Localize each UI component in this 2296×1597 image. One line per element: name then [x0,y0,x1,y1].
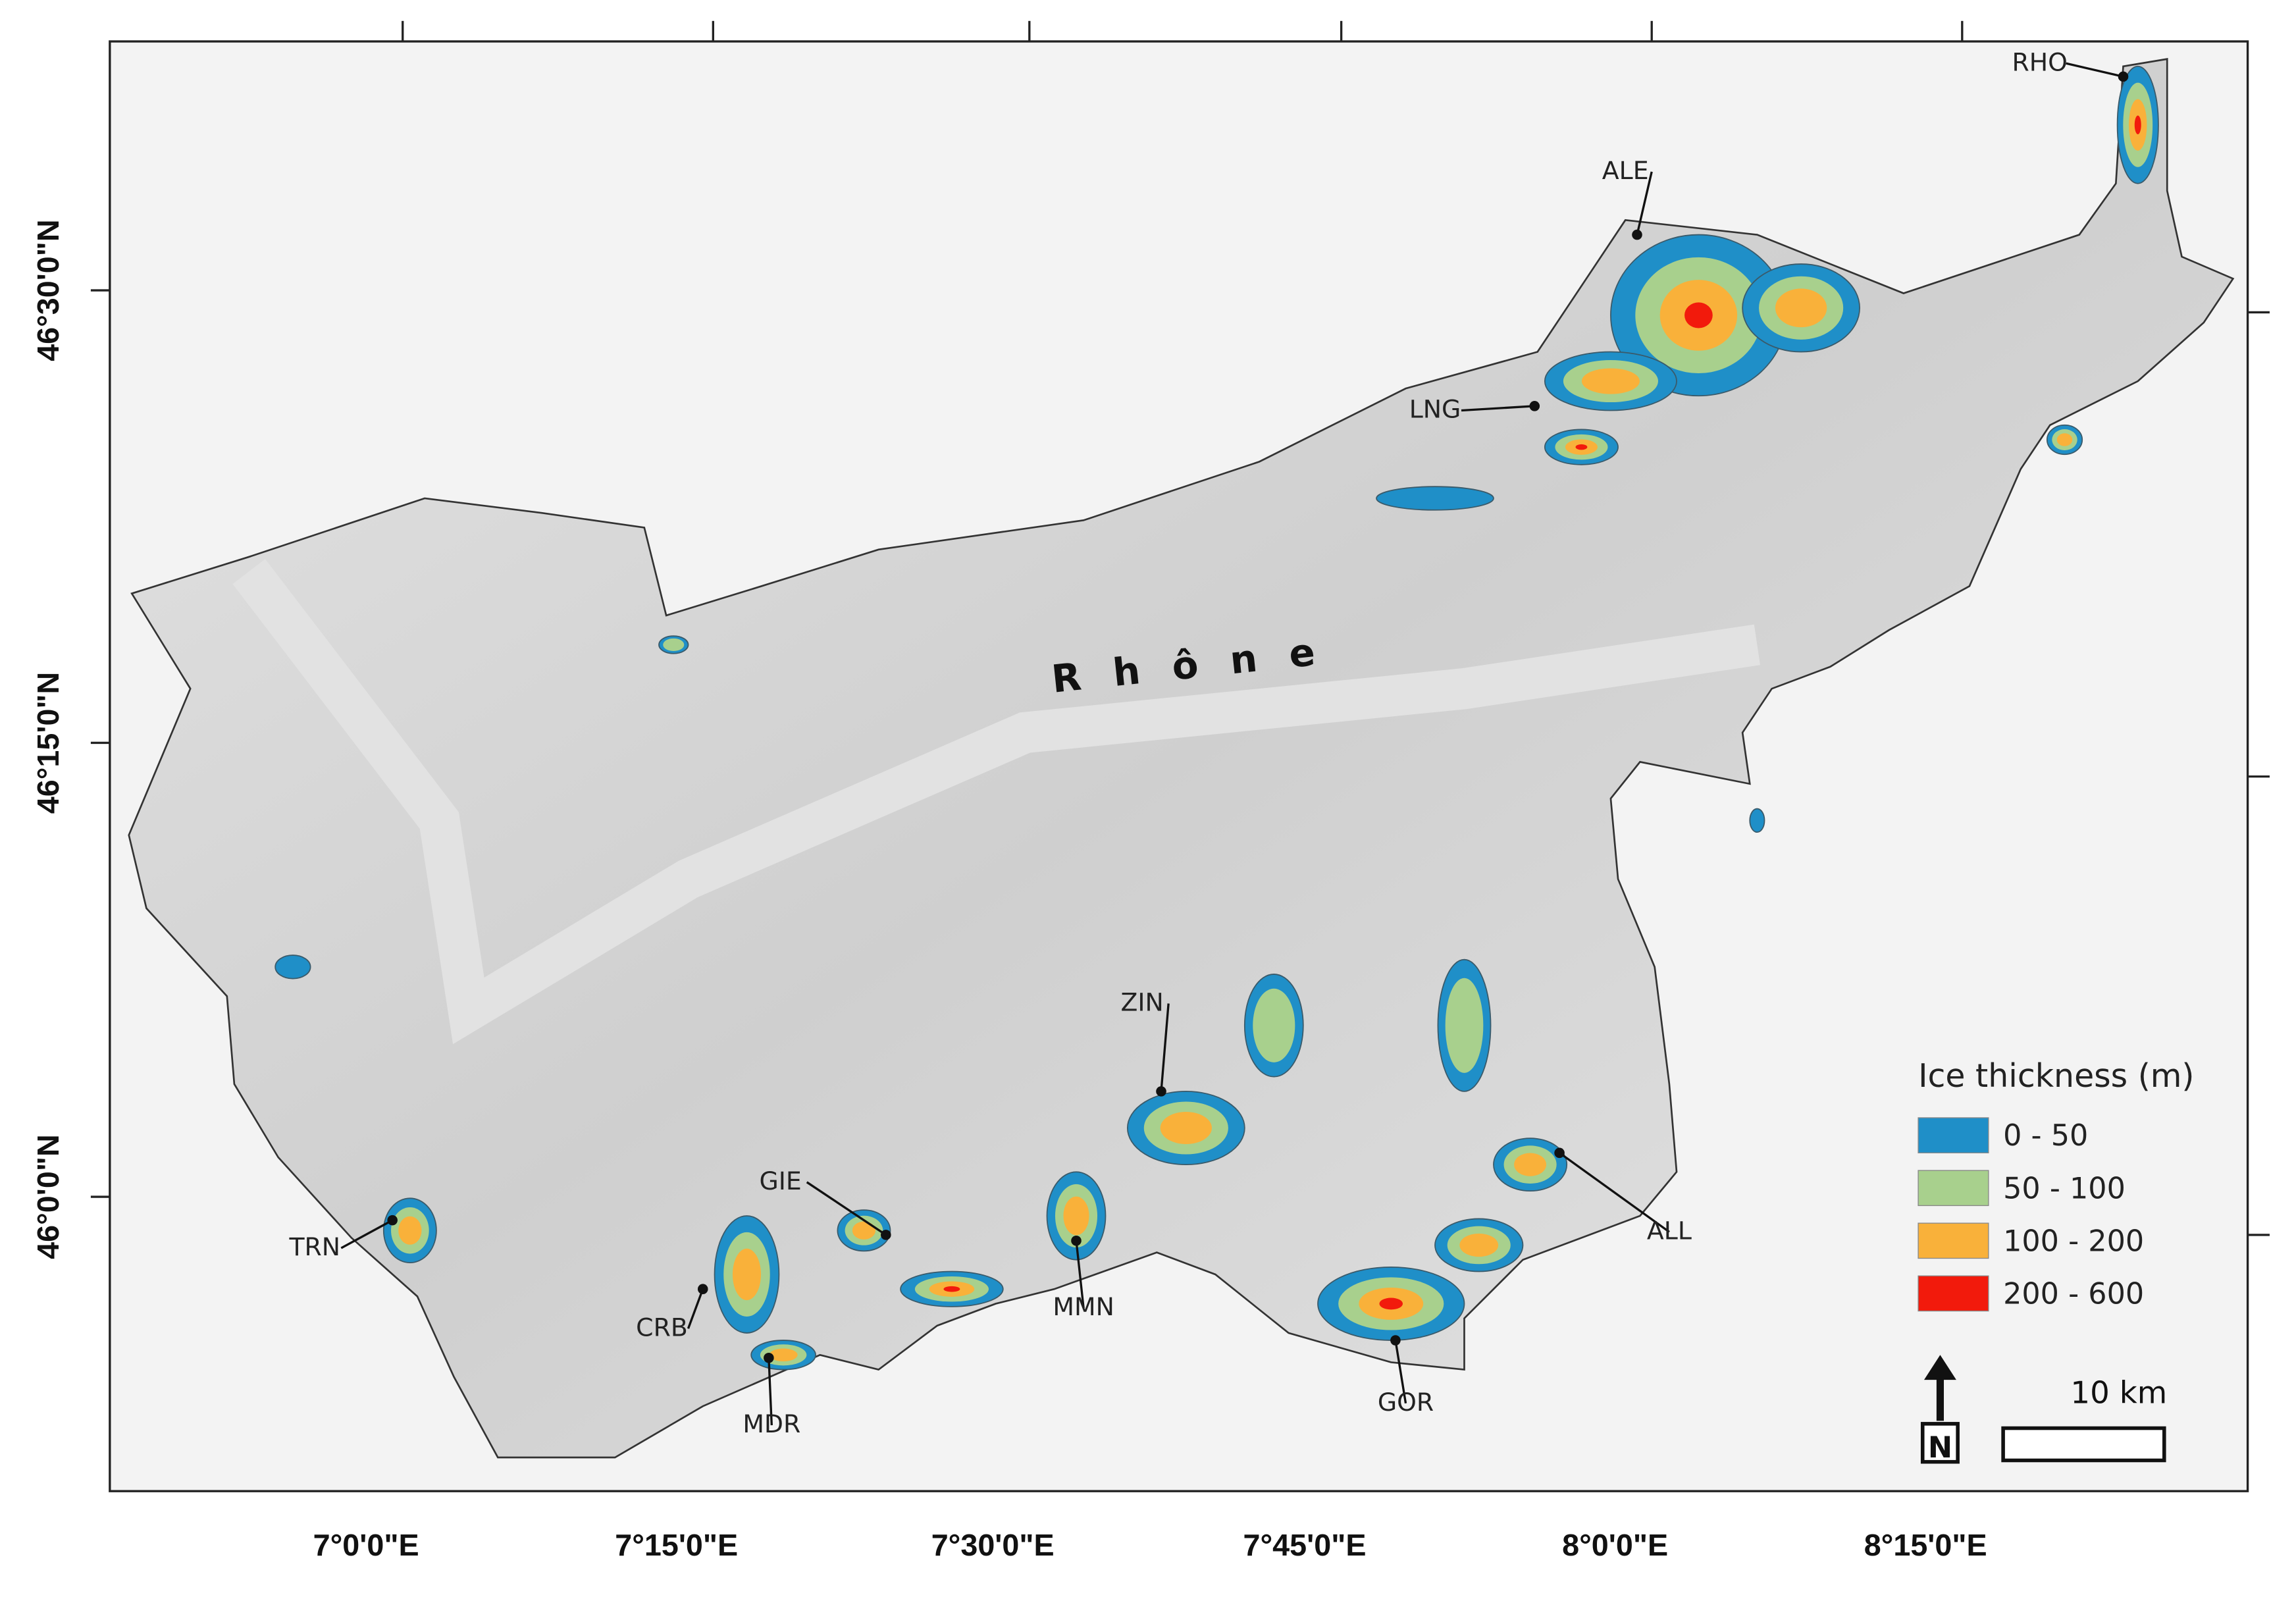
legend-label: 100 - 200 [2003,1224,2144,1258]
glacier-point [1632,229,1642,240]
glacier [1379,1297,1403,1310]
longitude-label: 7°30'0"E [931,1528,1055,1562]
glacier [1581,368,1640,394]
glacier [1445,978,1484,1073]
glacier [1684,302,1713,328]
glacier-label: GOR [1378,1388,1434,1417]
longitude-label: 8°15'0"E [1864,1528,1987,1562]
leader-line [1461,405,1535,412]
glacier-point [1529,401,1540,411]
glacier-point [881,1230,891,1240]
glacier [1459,1233,1499,1257]
glacier-label: ZIN [1120,988,1163,1017]
latitude-label: 46°15'0"N [31,672,65,814]
glacier [274,955,311,980]
leader-line [1636,171,1653,235]
scale-bar [2001,1426,2166,1463]
glacier-point [387,1215,398,1226]
scale-label: 10 km [2070,1376,2167,1411]
legend-swatch [1918,1117,1989,1153]
leader-line [806,1181,887,1236]
glacier-label: RHO [2012,47,2067,76]
legend-swatch [1918,1275,1989,1312]
glacier [1575,444,1588,450]
north-box [1920,1422,1960,1464]
glacier [2056,433,2073,446]
glacier-point [2118,71,2129,82]
glacier [1160,1112,1212,1144]
glacier-label: GIE [759,1166,801,1195]
legend-label: 200 - 600 [2003,1277,2144,1311]
glacier-label: ALE [1602,156,1649,185]
rhone-valley [232,559,1761,1045]
longitude-label: 8°0'0"E [1562,1528,1668,1562]
legend-swatch [1918,1222,1989,1259]
glacier [1775,288,1827,328]
glacier-point [1554,1147,1565,1159]
glacier [943,1286,960,1292]
glacier [1514,1153,1547,1176]
legend-swatch [1918,1170,1989,1207]
north-label: N [1928,1431,1952,1465]
leader-line [1394,1340,1407,1403]
latitude-label: 46°30'0"N [31,219,65,361]
glacier-label: ALL [1647,1217,1692,1245]
leader-line [1160,1003,1170,1092]
glacier [2134,115,2141,134]
glacier-label: TRN [288,1232,340,1261]
glacier [1376,486,1494,511]
leader-line [340,1219,393,1249]
longitude-label: 7°0'0"E [313,1528,419,1562]
glacier-label: MDR [743,1409,800,1438]
latitude-label: 46°0'0"N [31,1134,65,1259]
region-outline [128,58,2235,1459]
glacier [398,1216,422,1245]
leader-line [768,1357,773,1426]
glacier [1749,808,1765,833]
glacier [663,638,685,652]
legend-label: 50 - 100 [2003,1172,2126,1205]
glacier-label: MMN [1053,1292,1114,1321]
glacier-point [1156,1086,1166,1097]
glacier [852,1221,876,1240]
longitude-label: 7°45'0"E [1243,1528,1367,1562]
glacier-point [1390,1335,1401,1346]
glaciers [274,65,2159,1371]
legend-title: Ice thickness (m) [1918,1057,2194,1095]
glacier [1253,988,1295,1062]
glacier [732,1248,762,1301]
north-arrowhead [1923,1355,1956,1380]
leader-line [2066,62,2124,78]
glacier-point [697,1284,708,1294]
legend-label: 0 - 50 [2003,1119,2088,1153]
leader-line [687,1288,704,1329]
glacier-label: CRB [636,1313,688,1342]
glacier [769,1348,798,1362]
longitude-label: 7°15'0"E [615,1528,738,1562]
glacier-point [1071,1236,1082,1246]
leader-line [1559,1151,1670,1233]
glacier-point [764,1352,774,1363]
leader-line [1075,1240,1085,1309]
glacier-label: LNG [1409,395,1461,424]
glacier [1063,1196,1089,1236]
